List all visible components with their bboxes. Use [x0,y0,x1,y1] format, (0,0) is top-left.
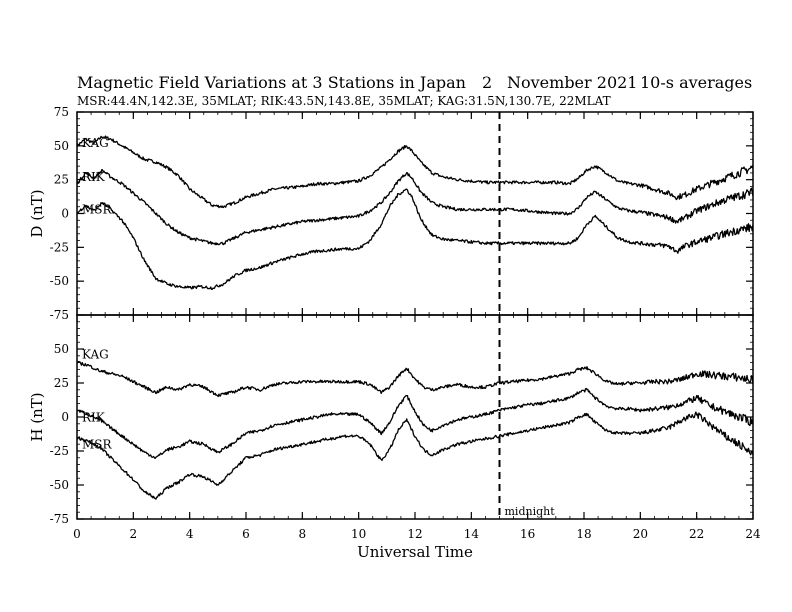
y-axis-label: H (nT) [28,392,46,441]
d-panel: 75 50 25 0 -25 -50 -75 D (nT) KAG RIK MSR [28,105,754,322]
y-tick-label: -50 [50,274,69,288]
y-tick-label: 25 [54,173,69,187]
y-tick-label: 75 [54,105,69,119]
y-tick-label: 50 [54,342,69,356]
y-tick-label: -75 [50,512,69,526]
x-tick-label: 16 [520,527,535,541]
x-tick-label: 4 [186,527,194,541]
series-line-msr [76,188,754,291]
series-label-msr: MSR [82,437,113,451]
x-axis-label: Universal Time [357,543,473,561]
x-tick-label: 2 [130,527,138,541]
series-line-msr [76,411,754,500]
series-line-kag [76,360,754,398]
x-tick-label: 12 [407,527,422,541]
y-tick-label: -50 [50,478,69,492]
date-month-year: November 2021 [507,73,637,92]
series-line-kag [76,135,754,209]
series-label-msr: MSR [82,202,113,216]
y-tick-label: -75 [50,308,69,322]
x-tick-label: 24 [745,527,761,541]
panel-frame [76,314,754,520]
y-tick-label: 0 [61,207,69,221]
y-tick-label: -25 [50,240,69,254]
chart-title: Magnetic Field Variations at 3 Stations … [77,73,466,92]
midnight-label: midnight [505,505,556,518]
panel-frame [76,111,754,316]
x-tick-label: 8 [299,527,307,541]
x-tick-label: 10 [351,527,366,541]
y-axis-label: D (nT) [28,189,46,237]
date-day: 2 [482,73,492,92]
y-tick-label: 0 [61,410,69,424]
series-line-rik [76,168,754,246]
h-panel: 50 25 0 -25 -50 -75 H (nT) KAG RIK MSR [28,314,754,526]
station-subtitle: MSR:44.4N,142.3E, 35MLAT; RIK:43.5N,143.… [77,94,611,108]
x-tick-label: 20 [633,527,648,541]
series-label-kag: KAG [82,348,109,362]
y-tick-label: -25 [50,444,69,458]
series-line-rik [76,387,754,460]
x-tick-label: 18 [576,527,591,541]
series-label-kag: KAG [82,136,109,150]
x-axis: 0 2 4 6 8 10 12 14 16 18 20 22 24 [73,112,761,541]
series-label-rik: RIK [82,170,106,184]
y-tick-label: 50 [54,139,69,153]
x-tick-label: 6 [242,527,250,541]
x-tick-label: 22 [689,527,704,541]
averaging-label: 10-s averages [640,73,752,92]
y-tick-label: 25 [54,376,69,390]
x-tick-label: 0 [73,527,81,541]
x-tick-label: 14 [464,527,480,541]
series-label-rik: RIK [82,410,106,424]
